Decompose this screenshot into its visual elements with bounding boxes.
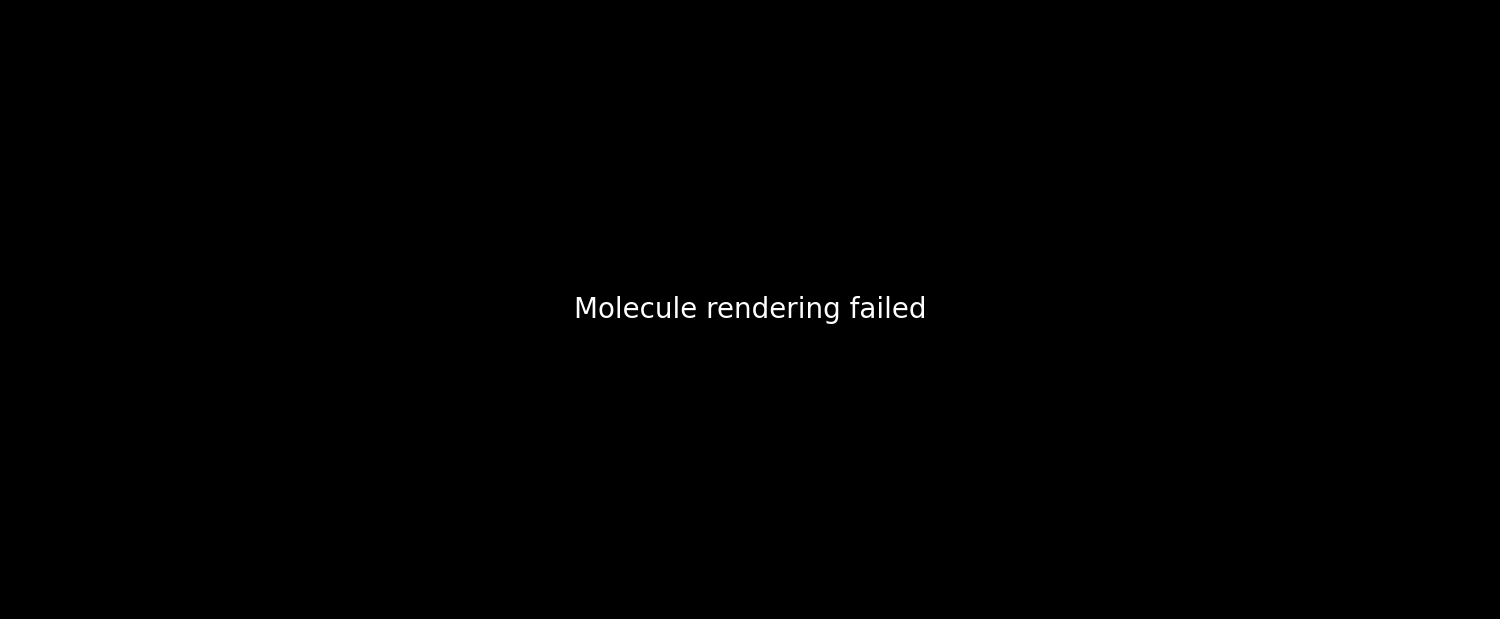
Text: Molecule rendering failed: Molecule rendering failed [573,295,926,324]
